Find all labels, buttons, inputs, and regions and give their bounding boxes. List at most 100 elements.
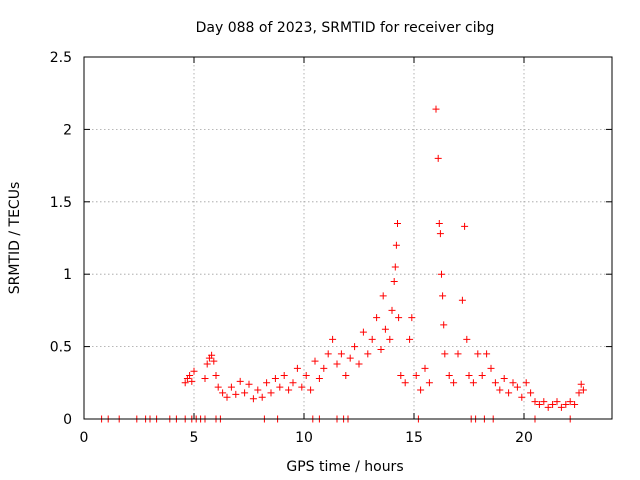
- data-point: [364, 350, 372, 358]
- data-point: [355, 360, 363, 368]
- data-point: [487, 364, 495, 372]
- data-point: [276, 383, 284, 391]
- data-point: [406, 335, 414, 343]
- data-point: [359, 328, 367, 336]
- data-point: [379, 292, 387, 300]
- data-point: [241, 389, 249, 397]
- data-point: [227, 383, 235, 391]
- data-point: [307, 386, 315, 394]
- x-tick-label: 0: [80, 430, 89, 446]
- data-point: [289, 379, 297, 387]
- data-point: [408, 314, 416, 322]
- data-point: [438, 270, 445, 278]
- axis-ticks: 0 5 10 15 20 0 0.5 1 1.5 2 2.5: [50, 50, 612, 446]
- data-point: [201, 374, 209, 382]
- data-point: [440, 321, 448, 329]
- data-point: [544, 403, 552, 411]
- data-point: [302, 372, 310, 380]
- data-point: [390, 277, 398, 285]
- data-point: [263, 379, 271, 387]
- data-point: [562, 401, 570, 409]
- data-point: [210, 357, 218, 365]
- x-axis-label: GPS time / hours: [286, 459, 403, 475]
- data-point: [483, 350, 491, 358]
- data-point: [386, 335, 394, 343]
- data-point: [232, 390, 240, 398]
- data-point: [412, 372, 420, 380]
- data-point: [280, 372, 288, 380]
- data-point: [434, 154, 442, 162]
- data-point: [496, 386, 504, 394]
- data-point: [439, 292, 447, 300]
- data-point: [271, 374, 279, 382]
- data-point: [391, 263, 399, 271]
- data-point: [267, 389, 275, 397]
- data-point: [311, 357, 319, 365]
- data-point: [535, 401, 543, 409]
- data-point: [254, 386, 262, 394]
- y-tick-label: 0.5: [50, 340, 72, 356]
- data-point: [351, 343, 359, 351]
- data-point: [298, 383, 306, 391]
- data-point: [469, 379, 477, 387]
- data-point: [557, 403, 565, 411]
- data-point: [219, 389, 227, 397]
- data-point: [579, 386, 587, 394]
- data-point: [513, 383, 521, 391]
- data-point: [342, 372, 350, 380]
- data-point: [397, 372, 405, 380]
- data-point: [432, 105, 440, 113]
- grid-lines: [84, 57, 612, 419]
- data-point: [458, 296, 466, 304]
- data-point: [324, 350, 332, 358]
- data-point: [388, 306, 396, 314]
- data-point: [181, 379, 189, 387]
- x-tick-label: 15: [405, 430, 423, 446]
- data-point: [285, 386, 293, 394]
- data-point: [245, 380, 253, 388]
- data-point: [509, 379, 517, 387]
- data-point: [463, 335, 471, 343]
- data-point: [337, 350, 345, 358]
- data-points: [98, 105, 587, 423]
- data-point: [474, 350, 482, 358]
- data-point: [381, 325, 389, 333]
- data-point: [212, 372, 220, 380]
- data-point: [377, 345, 385, 353]
- data-point: [401, 379, 409, 387]
- y-tick-label: 1: [63, 267, 72, 283]
- data-point: [505, 389, 513, 397]
- data-point: [461, 222, 469, 230]
- y-tick-label: 2: [63, 122, 72, 138]
- data-point: [435, 220, 443, 228]
- data-point: [454, 350, 462, 358]
- y-tick-label: 0: [63, 412, 72, 428]
- x-tick-label: 20: [515, 430, 533, 446]
- data-point: [394, 220, 401, 228]
- data-point: [500, 374, 508, 382]
- data-point: [417, 386, 425, 394]
- data-point: [549, 401, 557, 409]
- data-point: [522, 379, 530, 387]
- data-point: [249, 395, 257, 403]
- data-point: [208, 351, 216, 359]
- data-point: [223, 393, 231, 401]
- data-point: [373, 314, 381, 322]
- data-point: [478, 372, 486, 380]
- data-point: [392, 241, 400, 249]
- data-point: [190, 367, 198, 375]
- chart-title: Day 088 of 2023, SRMTID for receiver cib…: [196, 20, 495, 36]
- data-point: [395, 314, 403, 322]
- y-tick-label: 1.5: [50, 195, 72, 211]
- data-point: [236, 377, 244, 385]
- data-point: [203, 360, 211, 368]
- data-point: [465, 372, 473, 380]
- data-point: [293, 364, 301, 372]
- data-point: [527, 389, 535, 397]
- data-point: [425, 379, 433, 387]
- data-point: [329, 335, 337, 343]
- data-point: [450, 379, 458, 387]
- data-point: [320, 364, 328, 372]
- y-tick-label: 2.5: [50, 50, 72, 66]
